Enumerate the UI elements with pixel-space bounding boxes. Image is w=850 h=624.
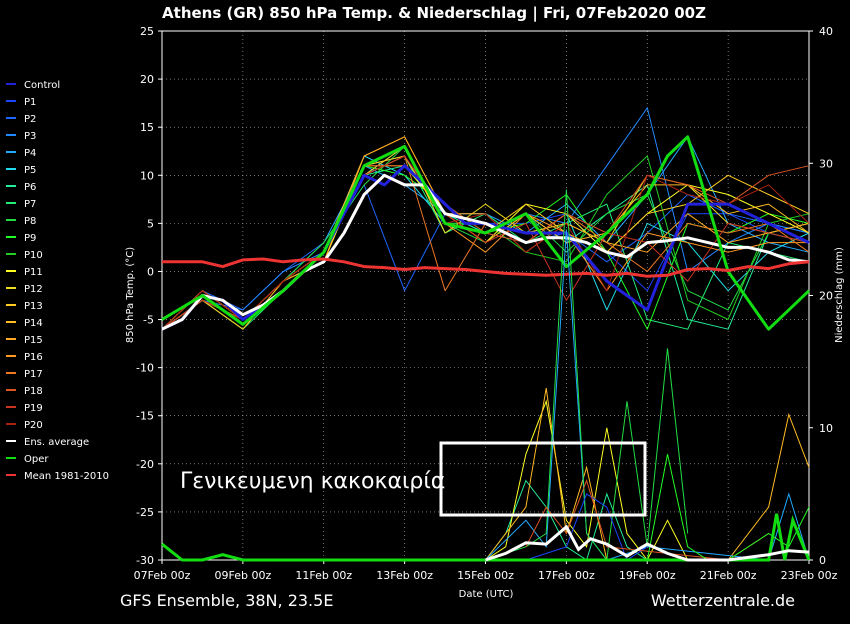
legend-label: P16: [24, 352, 43, 363]
series-line-mean-1981-2010: [162, 257, 810, 278]
legend-label: P2: [24, 114, 36, 125]
legend-label: P1: [24, 97, 36, 108]
annotation-text: Γενικευμενη κακοκαιρία: [180, 469, 445, 494]
legend-label: P11: [24, 267, 43, 278]
legend-label: P17: [24, 369, 43, 380]
legend-label: P13: [24, 301, 43, 312]
series-line-p20: [161, 145, 810, 330]
y2-tick-label: 10: [819, 422, 833, 435]
x-tick-label: 15Feb 00z: [457, 569, 514, 582]
series-lines: [161, 107, 811, 331]
legend-label: P14: [24, 318, 43, 329]
y-tick-label: 5: [147, 217, 154, 230]
y2-axis-label: Niederschlag (mm): [834, 247, 845, 343]
precip-lines: [161, 189, 811, 562]
precip-line-p8: [485, 189, 689, 562]
y2-tick-label: 30: [819, 157, 833, 170]
y-tick-label: 10: [140, 169, 154, 182]
legend-label: P10: [24, 250, 43, 261]
legend-label: P6: [24, 182, 36, 193]
y-tick-label: -15: [136, 410, 154, 423]
precip-line-ens-average: [485, 524, 810, 562]
x-tick-label: 09Feb 00z: [215, 569, 272, 582]
y-tick-label: 0: [147, 265, 154, 278]
legend-label: P7: [24, 199, 36, 210]
precip-line-p4: [485, 229, 810, 561]
legend-label: P15: [24, 335, 43, 346]
legend-label: P19: [24, 403, 43, 414]
y-tick-label: -10: [136, 362, 154, 375]
legend-label: P4: [24, 148, 36, 159]
legend-label: Ens. average: [24, 437, 89, 448]
legend-label: P3: [24, 131, 36, 142]
y2-tick-label: 0: [819, 554, 826, 567]
grid: [162, 31, 809, 560]
legend-label: P18: [24, 386, 43, 397]
y-tick-label: -5: [143, 314, 154, 327]
legend-label: Oper: [24, 454, 49, 465]
y-tick-label: -30: [136, 554, 154, 567]
x-tick-label: 07Feb 00z: [134, 569, 191, 582]
precip-line-p14: [485, 388, 810, 561]
legend-label: Mean 1981-2010: [24, 471, 109, 482]
annotation-box: [439, 441, 647, 517]
legend: Control P1 P2 P3 P4 P5 P6 P7 P8 P9 P10 P11 P12 P13 P14…: [6, 80, 109, 482]
footer-credit[interactable]: Wetterzentrale.de: [650, 591, 795, 610]
x-tick-label: 11Feb 00z: [295, 569, 352, 582]
legend-label: P20: [24, 420, 43, 431]
y2-tick-label: 20: [819, 290, 833, 303]
legend-label: P9: [24, 233, 36, 244]
chart-title: Athens (GR) 850 hPa Temp. & Niederschlag…: [162, 4, 706, 23]
y2-tick-label: 40: [819, 25, 833, 38]
x-tick-label: 19Feb 00z: [619, 569, 676, 582]
y-tick-label: 20: [140, 73, 154, 86]
series-line-p8: [161, 145, 810, 330]
y-tick-label: 15: [140, 121, 154, 134]
legend-label: P8: [24, 216, 36, 227]
y-axis-label: 850 hPa Temp. (°C): [125, 247, 136, 343]
x-tick-label: 21Feb 00z: [700, 569, 757, 582]
y-tick-label: -25: [136, 506, 154, 519]
series-line-oper: [161, 135, 811, 331]
precip-line-p1: [525, 493, 648, 561]
x-tick-label: 13Feb 00z: [376, 569, 433, 582]
y-tick-label: -20: [136, 458, 154, 471]
series-line-control: [161, 164, 810, 331]
x-tick-label: 23Feb 00z: [781, 569, 838, 582]
precip-line-oper: [161, 513, 811, 562]
x-axis-label: Date (UTC): [459, 589, 514, 600]
legend-label: P12: [24, 284, 43, 295]
legend-label: Control: [24, 80, 60, 91]
footer-source: GFS Ensemble, 38N, 23.5E: [120, 591, 334, 610]
axes: 25 20 15 10 5 0 -5 -10 -15 -20 -25 -30 40 30 20 10 0 07Fe…: [134, 25, 838, 582]
y-tick-label: 25: [140, 25, 154, 38]
x-tick-label: 17Feb 00z: [538, 569, 595, 582]
legend-label: P5: [24, 165, 36, 176]
